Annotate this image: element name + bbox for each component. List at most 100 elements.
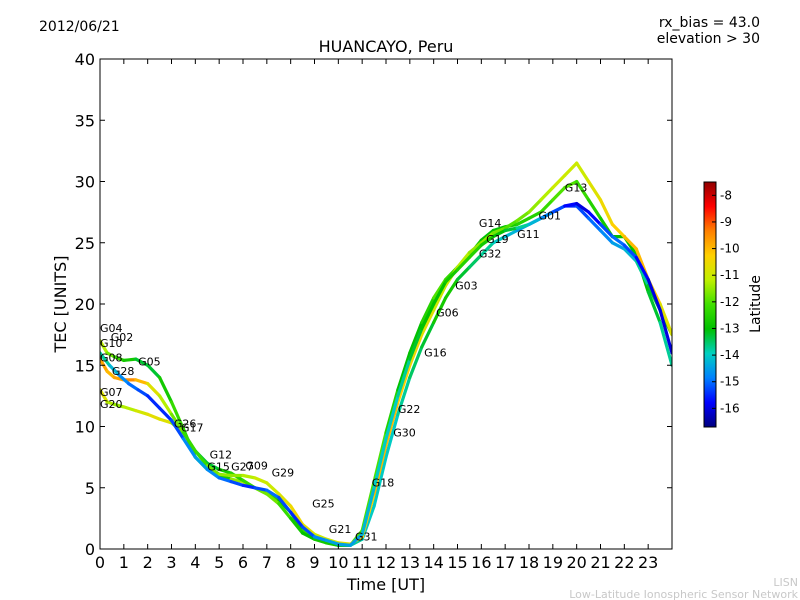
series-segment [134,409,150,416]
series-segment [515,216,531,226]
series-segment [610,235,626,247]
series-segment [312,537,328,545]
series-segment [479,241,495,257]
series-segment [169,412,185,435]
series-segment [158,394,174,416]
x-tick-label: 16 [471,553,491,572]
y-tick-label: 30 [75,173,95,192]
series-segment [622,247,638,263]
series-segment [551,186,567,202]
series-segment [408,320,424,355]
series-segment [491,235,507,245]
series-segment [503,219,519,230]
satellite-label: G05 [138,355,161,368]
satellite-label: G28 [112,365,135,378]
y-tick-label: 10 [75,418,95,437]
satellite-label: G21 [329,523,352,536]
series-segment [598,228,615,245]
series-segment [575,161,591,184]
satellite-label: G09 [245,459,268,472]
x-tick-label: 5 [214,553,224,572]
series-segment [467,253,483,269]
series-segment [348,532,364,547]
series-segment [491,226,507,235]
series-segment [575,204,591,220]
series-segment [136,388,150,398]
date-label: 2012/06/21 [39,19,120,35]
x-tick-label: 7 [262,553,272,572]
series-segment [253,486,269,492]
series-segment [158,417,174,425]
series-segment [658,320,672,367]
series-segment [491,228,507,239]
series-segment [563,161,579,177]
y-tick-label: 35 [75,111,95,130]
series-segment [539,198,555,214]
series-segment [217,472,233,478]
x-tick-label: 12 [376,553,396,572]
colorbar-tick-label: -10 [720,242,740,256]
series-segment [420,308,436,337]
series-segment [312,535,328,543]
y-tick-label: 15 [75,356,95,375]
series-segment [146,363,162,380]
series-segment [169,418,185,441]
series-segment [217,467,233,475]
series-segment [324,538,340,546]
x-axis-ticks: 0 1 2 3 4 5 6 7 8 9 10 11 12 13 14 15 16 17 18 19 20 21 22 23 [95,59,658,572]
satellite-label: G07 [100,386,123,399]
series-segment [598,198,615,226]
satellite-label: G25 [312,497,335,510]
series-segment [432,284,448,312]
series-segment [646,277,662,312]
series-segment [455,265,471,282]
series-segment [586,179,603,202]
series-segment [229,477,245,484]
series-layer [100,161,672,547]
series-segment [634,259,650,288]
series-segment [100,339,109,355]
series-segment [134,378,150,386]
series-segment [455,251,471,269]
satellite-label: G12 [210,448,233,461]
series-segment [384,412,400,459]
series-segment [146,394,162,410]
satellite-label: G31 [355,530,378,543]
series-segment [372,455,388,508]
x-tick-label: 15 [447,553,467,572]
series-segment [396,363,412,404]
x-tick-label: 19 [543,553,563,572]
series-segment [408,345,424,380]
series-segment [396,351,412,392]
series-segment [503,226,519,233]
satellite-label: G26 [174,418,197,431]
y-tick-label: 20 [75,295,95,314]
series-segment [598,222,615,239]
satellite-label: G16 [424,347,447,360]
colorbar-tick-label: -8 [720,188,732,202]
series-segment [127,382,140,392]
series-segment [479,228,495,242]
series-segment [539,210,555,220]
satellite-label: G15 [207,461,230,474]
series-segment [169,400,185,431]
x-tick-label: 22 [614,553,634,572]
satellite-label: G14 [479,217,502,230]
satellite-label: G02 [111,331,134,344]
satellite-label: G19 [486,233,509,246]
series-segment [586,198,603,220]
y-axis-label: TEC [UNITS] [51,256,70,354]
series-segment [289,504,305,527]
series-segment [432,280,448,306]
x-tick-label: 9 [309,553,319,572]
x-tick-label: 6 [238,553,248,572]
series-segment [515,222,531,230]
series-segment [277,496,293,514]
satellite-label: G03 [455,279,478,292]
series-segment [575,202,591,214]
satellite-label: G22 [398,403,421,416]
series-line [100,202,672,547]
chart-title: HUANCAYO, Peru [319,37,454,56]
series-segment [515,210,531,223]
series-line [100,204,672,547]
